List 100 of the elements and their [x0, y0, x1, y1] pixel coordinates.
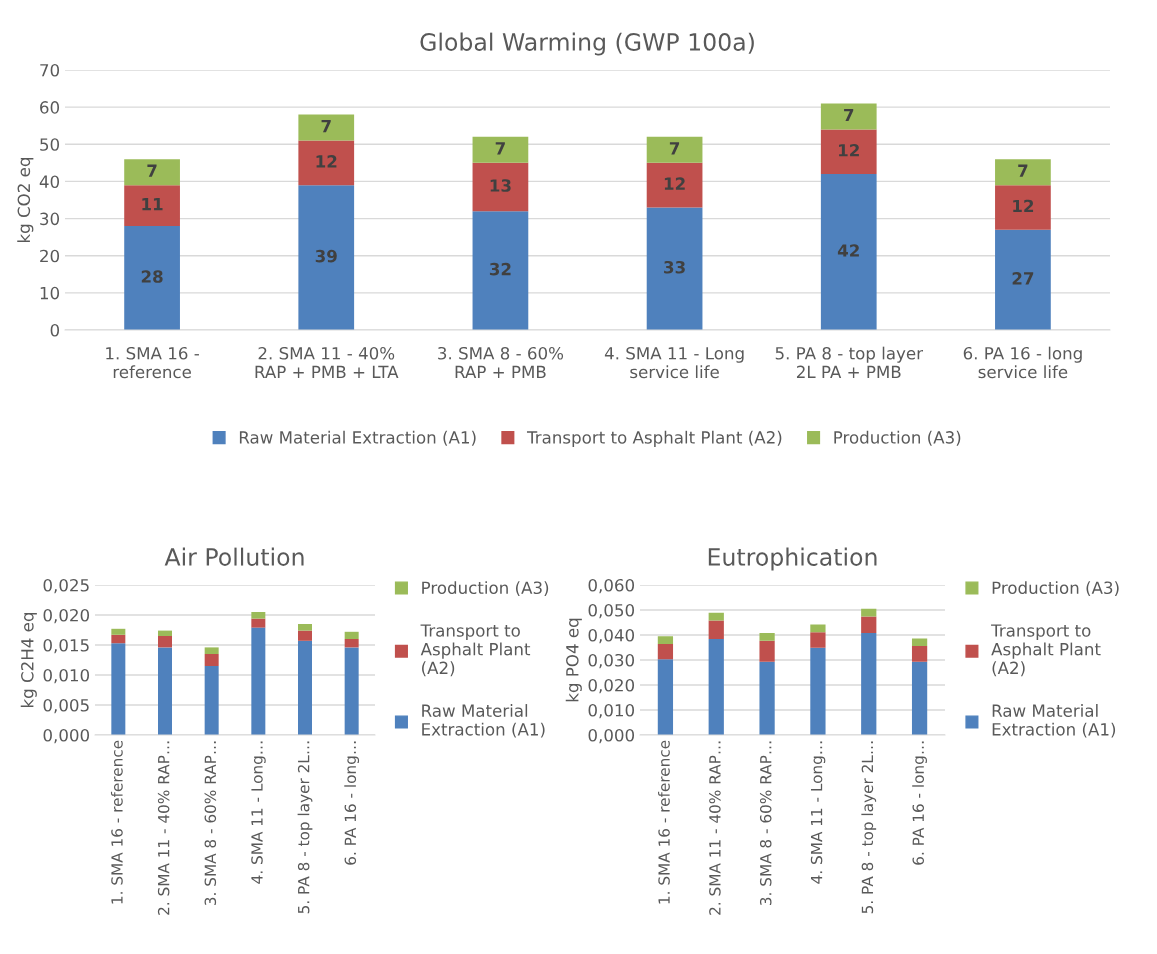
x-tick-label: 6. PA 16 - long service life	[963, 346, 1082, 379]
y-tick-label: 0,060	[588, 578, 635, 594]
data-label: 32	[489, 262, 511, 276]
bar	[472, 136, 529, 163]
bar	[124, 159, 180, 186]
bar	[820, 129, 877, 174]
bar	[204, 647, 219, 654]
y-axis-title: kg C2H4 eq	[20, 613, 37, 708]
bar	[657, 659, 674, 735]
bar	[158, 630, 172, 636]
data-label: 12	[1013, 199, 1034, 213]
x-tick-label: 4. SMA 11 - Long service life	[604, 346, 744, 379]
y-tick-label: 60	[40, 101, 60, 114]
data-label: 13	[490, 179, 511, 192]
y-tick-label: 0	[50, 323, 60, 337]
bar	[861, 633, 877, 735]
bar	[820, 103, 877, 130]
data-label: 39	[315, 249, 337, 263]
bar	[298, 640, 312, 735]
y-tick-label: 50	[40, 138, 60, 151]
bar	[820, 174, 877, 330]
data-label: 7	[495, 142, 505, 155]
chart-title: Eutrophication	[708, 547, 877, 571]
data-label: 12	[664, 177, 685, 190]
y-tick-label: 20	[40, 249, 60, 263]
bar	[810, 647, 826, 735]
bar	[759, 633, 775, 641]
x-tick-label: 2. SMA 11 - 40% RAP…	[157, 741, 170, 915]
data-label: 7	[147, 164, 157, 177]
bar	[124, 226, 180, 330]
y-tick-label: 0,020	[588, 678, 635, 694]
bar	[911, 646, 928, 662]
bar	[911, 661, 928, 735]
bar	[111, 643, 126, 735]
y-tick-label: 40	[39, 175, 60, 188]
bar	[810, 624, 826, 633]
bar	[298, 630, 312, 641]
x-tick-label: 3. SMA 8 - 60% RAP + PMB	[438, 346, 564, 378]
x-tick-label: 4. SMA 11 - Long…	[810, 741, 826, 884]
x-tick-label: 1. SMA 16 - reference	[106, 346, 199, 379]
data-label: 33	[664, 260, 685, 274]
legend-label: Transport to Asphalt Plant (A2)	[991, 624, 1101, 677]
y-tick-label: 0,025	[43, 578, 89, 594]
x-tick-label: 5. PA 8 - top layer 2L…	[297, 741, 313, 914]
y-tick-label: 0,020	[43, 608, 90, 624]
bar	[251, 618, 266, 628]
x-tick-label: 3. SMA 8 - 60% RAP…	[204, 741, 217, 906]
data-label: 7	[321, 120, 331, 133]
y-tick-label: 0,005	[43, 698, 89, 714]
bar	[708, 639, 724, 735]
legend-label: Transport to Asphalt Plant (A2)	[526, 430, 782, 447]
x-tick-label: 2. SMA 11 - 40% RAP + PMB + LTA	[255, 346, 399, 378]
bar	[298, 185, 355, 330]
bar	[646, 162, 703, 208]
bar	[472, 162, 529, 212]
bar	[298, 624, 312, 631]
y-tick-label: 0,000	[588, 728, 635, 744]
y-tick-label: 0,010	[588, 703, 635, 719]
bar	[708, 612, 724, 621]
bar	[204, 666, 219, 735]
data-label: 28	[141, 270, 163, 283]
bar	[298, 114, 355, 141]
chart-title: Global Warming (GWP 100a)	[420, 32, 754, 56]
data-label: 42	[837, 244, 859, 257]
data-label: 12	[316, 155, 337, 168]
y-tick-label: 0,000	[43, 728, 90, 744]
bar	[657, 636, 674, 644]
bar	[995, 185, 1051, 230]
bar	[708, 620, 724, 639]
legend-label: Production (A3)	[422, 581, 549, 597]
bar	[646, 207, 703, 330]
y-tick-label: 10	[40, 286, 60, 300]
data-label: 11	[142, 198, 163, 211]
legend-label: Transport to Asphalt Plant (A2)	[420, 624, 531, 677]
bar	[472, 211, 529, 330]
x-tick-label: 5. PA 8 - top layer 2L…	[861, 741, 877, 914]
x-tick-label: 1. SMA 16 - reference	[658, 740, 670, 904]
chart-title: Air Pollution	[164, 547, 304, 566]
x-tick-label: 3. SMA 8 - 60% RAP…	[759, 741, 772, 906]
legend-label: Production (A3)	[834, 430, 961, 446]
bar	[298, 140, 355, 186]
y-tick-label: 0,015	[43, 638, 89, 654]
x-tick-label: 6. PA 16 - long…	[344, 741, 360, 865]
y-axis-title: kg PO4 eq	[565, 618, 582, 702]
x-tick-label: 1. SMA 16 - reference	[110, 740, 123, 904]
bar	[251, 612, 266, 619]
legend-label: Raw Material Extraction (A1)	[422, 704, 545, 738]
legend-label: Raw Material Extraction (A1)	[239, 430, 476, 446]
bar	[158, 647, 172, 735]
bar	[810, 632, 826, 648]
y-tick-label: 70	[40, 63, 60, 77]
x-tick-label: 4. SMA 11 - Long…	[251, 741, 266, 884]
bar	[911, 638, 928, 646]
bar	[657, 644, 674, 660]
bar	[124, 185, 180, 226]
y-axis-title: kg CO2 eq	[17, 158, 34, 242]
y-tick-label: 30	[40, 212, 60, 226]
bar	[759, 640, 775, 662]
bar	[111, 634, 126, 644]
data-label: 27	[1012, 272, 1034, 285]
